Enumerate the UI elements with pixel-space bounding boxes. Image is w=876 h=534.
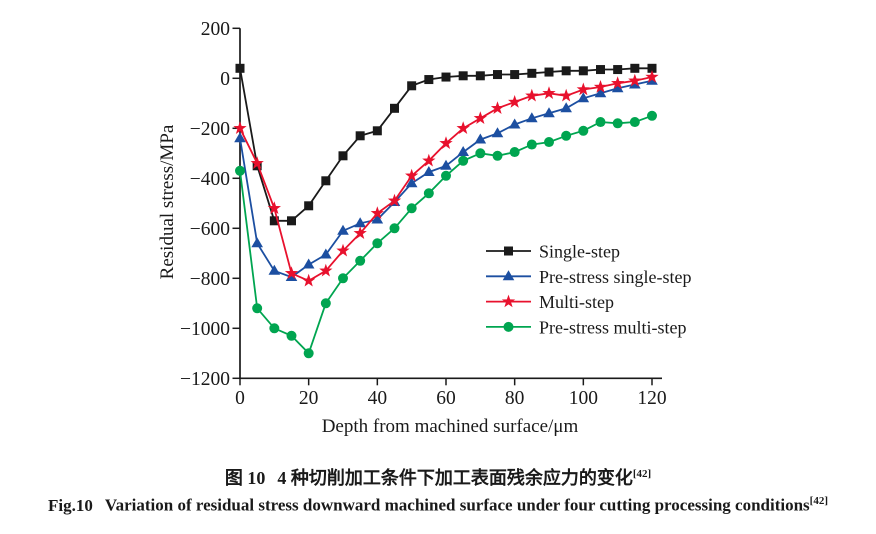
- legend-label: Pre-stress multi-step: [539, 317, 686, 337]
- y-axis-title: Residual stress/MPa: [157, 124, 178, 280]
- caption-english: Fig.10 Variation of residual stress downw…: [0, 495, 876, 516]
- caption-english-ref: [42]: [809, 495, 828, 507]
- caption-chinese: 图 10 4 种切削加工条件下加工表面残余应力的变化[42]: [0, 464, 876, 490]
- legend-item-pre-stress-multi-step: Pre-stress multi-step: [486, 317, 686, 337]
- x-tick-label: 80: [505, 388, 525, 409]
- caption-chinese-ref: [42]: [632, 468, 652, 480]
- x-tick-label: 100: [569, 388, 598, 409]
- y-tick-label: −200: [190, 119, 230, 140]
- axes: [239, 28, 662, 380]
- y-tick-label: −1200: [180, 369, 230, 390]
- x-tick-label: 40: [368, 388, 388, 409]
- y-tick-label: −400: [190, 169, 230, 190]
- x-tick-label: 120: [637, 388, 666, 409]
- y-tick-label: −600: [190, 219, 230, 240]
- legend-item-pre-stress-single-step: Pre-stress single-step: [486, 267, 691, 287]
- x-tick-label: 0: [235, 388, 245, 409]
- y-tick-label: 0: [220, 69, 230, 90]
- series-multi-step: [233, 70, 659, 287]
- x-tick-label: 20: [299, 388, 319, 409]
- legend-label: Multi-step: [539, 292, 614, 312]
- y-tick-label: 200: [201, 19, 230, 40]
- caption-chinese-label: 图 10: [224, 468, 266, 488]
- y-axis-ticks: 200 0 −200 −400 −600 −800 −1000 −1200: [180, 19, 240, 390]
- x-axis-title: Depth from machined surface/μm: [321, 416, 579, 437]
- legend-item-multi-step: Multi-step: [486, 292, 614, 312]
- caption-english-text: Variation of residual stress downward ma…: [104, 495, 810, 515]
- x-tick-label: 60: [436, 388, 456, 409]
- y-tick-label: −1000: [180, 319, 230, 340]
- caption-chinese-text: 4 种切削加工条件下加工表面残余应力的变化: [277, 468, 633, 488]
- legend: Single-step Pre-stress single-step Multi-s…: [486, 242, 691, 337]
- caption-english-label: Fig.10: [48, 495, 93, 515]
- x-axis-ticks: 0 20 40 60 80 100 120: [235, 378, 667, 409]
- legend-label: Pre-stress single-step: [539, 267, 691, 287]
- series-single-step: [235, 63, 657, 226]
- legend-item-single-step: Single-step: [486, 242, 620, 262]
- y-tick-label: −800: [190, 269, 230, 290]
- legend-label: Single-step: [539, 242, 620, 262]
- series-pre-stress-multi-step: [235, 110, 657, 359]
